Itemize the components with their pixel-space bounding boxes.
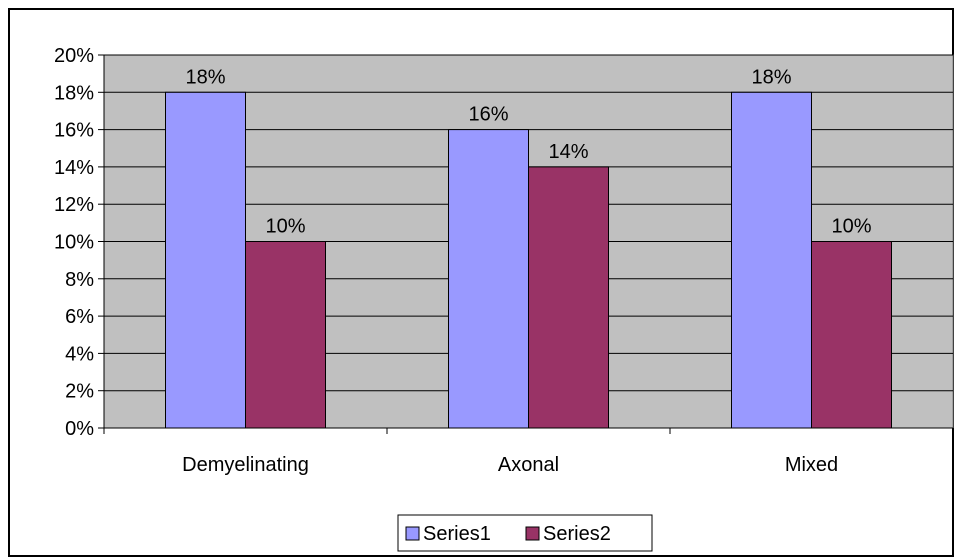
y-tick-label: 2% — [65, 381, 94, 403]
legend-swatch-series2 — [525, 526, 540, 541]
data-label: 18% — [185, 66, 225, 88]
y-tick-label: 14% — [54, 157, 94, 179]
y-tick-label: 0% — [65, 418, 94, 440]
x-tick-label: Mixed — [785, 454, 838, 476]
data-label: 14% — [548, 141, 588, 163]
legend-label-series2: Series2 — [543, 523, 611, 545]
y-axis: 0% 2% 4% 6% 8% 10% 12% 14% 16% 18% 20% — [54, 45, 105, 440]
bar-series1-demyelinating — [165, 91, 246, 429]
legend-box — [397, 514, 653, 552]
legend-swatch-series1 — [405, 526, 420, 541]
y-tick-label: 16% — [54, 120, 94, 142]
y-tick-label: 18% — [54, 82, 94, 104]
legend: Series1 Series2 — [397, 514, 653, 552]
data-labels: 18% 10% 16% 14% 18% 10% — [185, 66, 871, 237]
y-tick-label: 20% — [54, 45, 94, 67]
y-tick-label: 6% — [65, 306, 94, 328]
bars — [165, 91, 892, 429]
y-tick-label: 8% — [65, 269, 94, 291]
y-tick-label: 10% — [54, 232, 94, 254]
x-tick-label: Axonal — [498, 454, 559, 476]
bar-series2-axonal — [528, 166, 609, 429]
bar-series2-mixed — [811, 241, 892, 429]
bar-series1-axonal — [448, 129, 529, 429]
data-label: 18% — [751, 66, 791, 88]
bar-series2-demyelinating — [245, 241, 326, 429]
data-label: 10% — [831, 216, 871, 238]
y-tick-label: 4% — [65, 343, 94, 365]
x-axis: Demyelinating Axonal Mixed — [103, 427, 954, 476]
bar-series1-mixed — [731, 91, 812, 429]
legend-label-series1: Series1 — [423, 523, 491, 545]
x-tick-label: Demyelinating — [182, 454, 309, 476]
y-tick-label: 12% — [54, 194, 94, 216]
data-label: 16% — [468, 104, 508, 126]
data-label: 10% — [265, 216, 305, 238]
